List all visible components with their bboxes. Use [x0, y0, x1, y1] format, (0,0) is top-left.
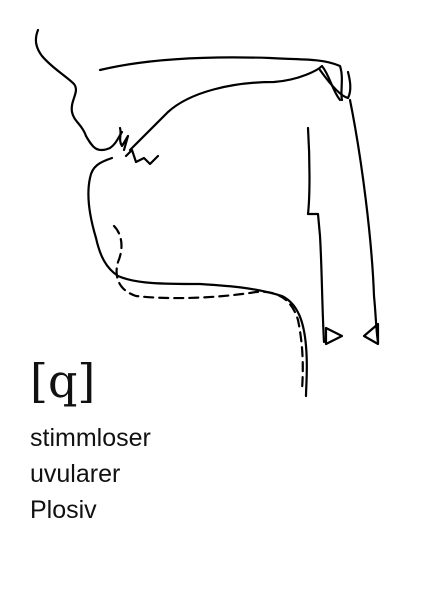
lower-teeth-outline — [124, 148, 160, 166]
tongue-neutral-dashed — [112, 224, 304, 392]
description-line-place: uvularer — [30, 460, 121, 488]
pharynx-back-wall — [306, 126, 326, 344]
chin-outline — [87, 156, 308, 398]
description-line-voicing: stimmloser — [30, 424, 151, 452]
description-line-manner: Plosiv — [30, 496, 97, 524]
pharynx-posterior-column — [348, 98, 380, 344]
velum-outline — [318, 68, 352, 100]
palate-outline — [98, 56, 344, 102]
tongue-surface-outline — [128, 64, 342, 152]
glottis-marker-left — [324, 326, 344, 346]
sound-description: stimmloser uvularer Plosiv — [30, 420, 151, 528]
ipa-symbol: [q] — [30, 354, 96, 408]
upper-teeth-outline — [118, 126, 130, 152]
face-profile-outline — [34, 28, 124, 152]
glottis-marker-right — [362, 322, 380, 346]
